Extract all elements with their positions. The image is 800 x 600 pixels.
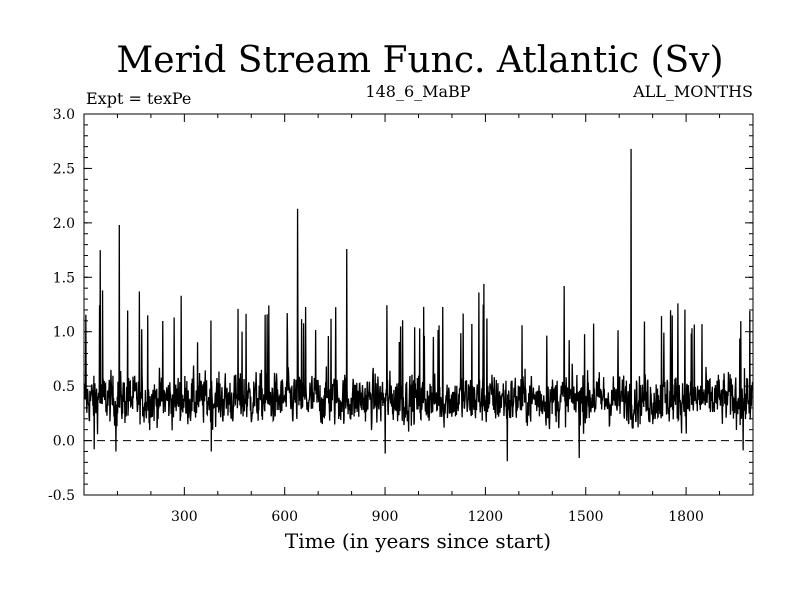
y-tick-label: 0.5 bbox=[53, 379, 75, 395]
x-axis-label: Time (in years since start) bbox=[285, 529, 551, 553]
y-tick-label: 3.0 bbox=[53, 107, 75, 123]
amoc-series-line bbox=[83, 148, 754, 462]
x-tick-label: 600 bbox=[271, 509, 298, 525]
x-tick-label: 900 bbox=[372, 509, 399, 525]
x-tick-label: 300 bbox=[171, 509, 198, 525]
run-label: 148_6_MaBP bbox=[365, 82, 470, 101]
y-tick-label: 1.5 bbox=[53, 270, 75, 286]
months-label: ALL_MONTHS bbox=[632, 82, 753, 101]
expt-label: Expt = texPe bbox=[86, 89, 191, 108]
y-tick-label: 0.0 bbox=[53, 434, 75, 450]
y-tick-label: 1.0 bbox=[53, 325, 75, 341]
x-tick-label: 1500 bbox=[568, 509, 604, 525]
y-tick-label: 2.5 bbox=[53, 161, 75, 177]
x-tick-label: 1800 bbox=[668, 509, 704, 525]
chart-title: Merid Stream Func. Atlantic (Sv) bbox=[116, 40, 723, 81]
x-tick-label: 1200 bbox=[468, 509, 504, 525]
y-tick-label: 2.0 bbox=[53, 216, 75, 232]
plot-frame bbox=[83, 113, 754, 496]
y-tick-label: -0.5 bbox=[48, 488, 75, 504]
